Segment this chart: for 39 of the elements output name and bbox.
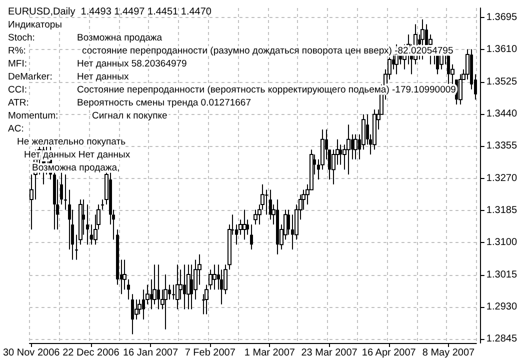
text: CCI: <box>8 84 27 96</box>
x-tick-label: 30 Nov 2006 <box>2 348 60 358</box>
y-tick-label: 1.2930 <box>486 302 518 313</box>
annotation: Stoch: <box>8 32 35 44</box>
annotation: Нет данных <box>77 72 129 82</box>
y-tick-label: 1.3270 <box>486 172 518 184</box>
y-tick-label: 1.3525 <box>486 76 518 88</box>
x-tick-label: 8 May 2007 <box>422 348 476 358</box>
x-tick-label: 23 Mar 2007 <box>301 348 358 358</box>
text: AC: <box>8 124 24 134</box>
text: R%: <box>8 46 26 56</box>
annotation: Вероятность смены тренда 0.01271667 <box>77 98 252 108</box>
annotation: Нет данных 58.20364979 <box>77 58 187 70</box>
annotation: состояние перепроданности (разумно дождаться поворота цен вверх) -82.02054795 <box>82 46 454 56</box>
annotation: Возможна продажа, <box>32 162 120 174</box>
annotation: Momentum: <box>8 110 58 122</box>
text: MFI: <box>8 58 27 70</box>
annotation: Сигнал к покупке <box>92 110 168 122</box>
y-tick-label: 1.3100 <box>486 237 518 248</box>
annotation: Возможна продажа <box>77 32 163 44</box>
x-tick-label: 22 Dec 2006 <box>62 348 120 358</box>
y-tick-label: 1.3440 <box>486 108 518 120</box>
x-tick-label: 1 Mar 2007 <box>244 348 296 358</box>
y-tick-label: 1.3015 <box>486 269 518 280</box>
y-tick-label: 1.2845 <box>486 334 518 345</box>
y-tick-label: 1.3695 <box>486 12 518 23</box>
annotation: Индикаторы <box>8 20 62 30</box>
text: ATR: <box>8 98 29 108</box>
chart-title: EURUSD,Daily 1.4493 1.4497 1.4451 1.4470 <box>8 6 212 18</box>
x-tick-label: 16 Apr 2007 <box>362 348 416 358</box>
y-tick-label: 1.3610 <box>486 44 518 56</box>
x-tick-label: 16 Jan 2007 <box>122 348 178 358</box>
annotation: Не желательно покупать <box>17 136 126 148</box>
x-tick-label: 7 Feb 2007 <box>184 348 236 358</box>
y-tick-label: 1.3355 <box>486 140 518 152</box>
annotation: DeMarker: <box>8 72 52 82</box>
y-tick-label: 1.3185 <box>486 205 518 216</box>
annotation: Состояние перепроданности (вероятность корректирующего подьема) -179.10990009 <box>77 84 456 96</box>
annotation: Нет данных Нет данных <box>24 150 130 160</box>
